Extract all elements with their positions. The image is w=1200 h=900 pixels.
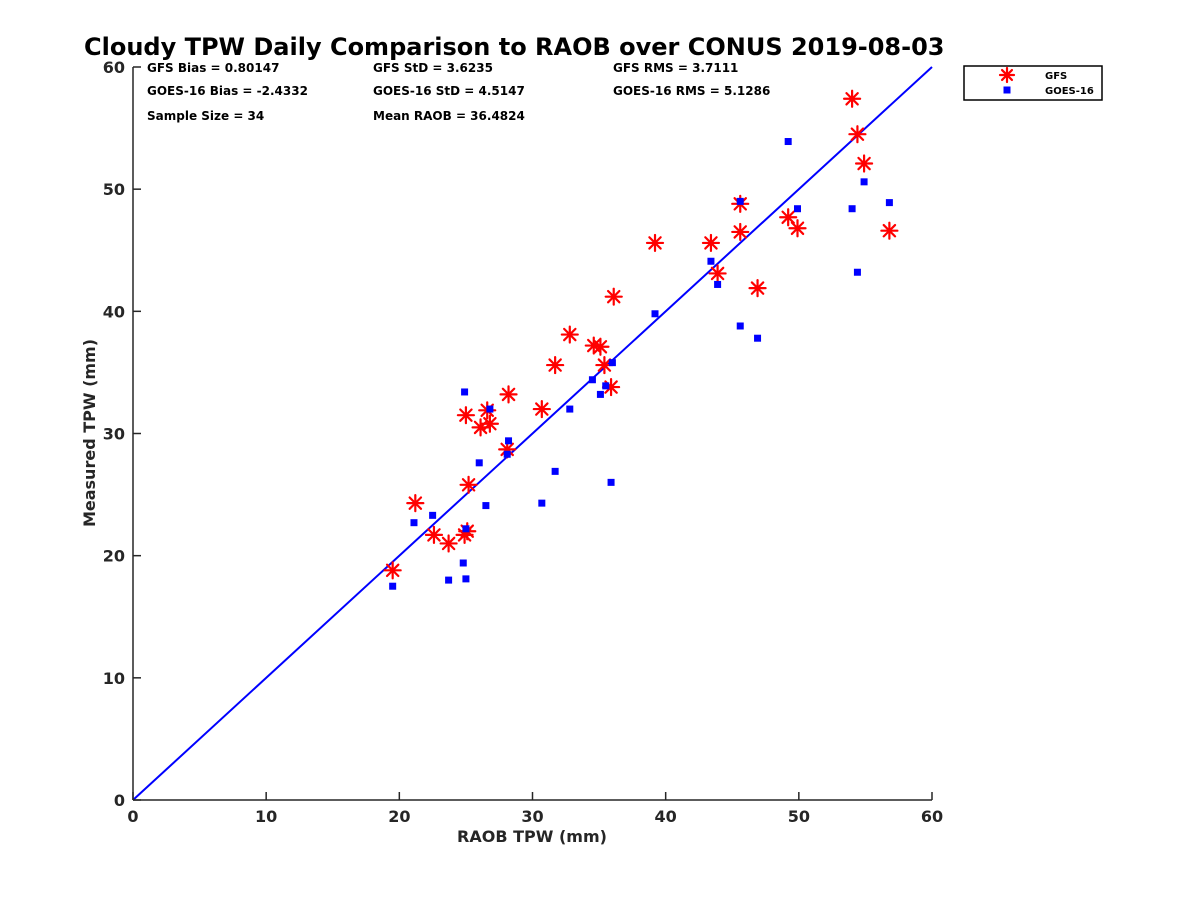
goes-16-point [475, 459, 483, 467]
gfs-point [708, 264, 727, 283]
gfs-point [748, 279, 767, 298]
x-tick-label: 30 [521, 807, 543, 826]
y-tick-label: 40 [103, 302, 125, 321]
gfs-point [439, 534, 458, 553]
goes-16-point [885, 199, 893, 207]
y-tick-label: 20 [103, 547, 125, 566]
goes-16-point [714, 280, 722, 288]
goes-16-point [707, 257, 715, 265]
chart-title: Cloudy TPW Daily Comparison to RAOB over… [84, 33, 944, 61]
x-tick-label: 60 [921, 807, 943, 826]
goes-16-point [429, 511, 437, 519]
goes-16-point [784, 138, 792, 146]
goes-16-point [445, 576, 453, 584]
goes-16-point [486, 405, 494, 413]
y-tick-label: 0 [114, 791, 125, 810]
gfs-point [848, 125, 867, 144]
gfs-point [383, 561, 402, 580]
y-tick-label: 30 [103, 425, 125, 444]
y-axis-label: Measured TPW (mm) [80, 339, 99, 527]
goes-16-point [505, 437, 513, 445]
gfs-point [406, 494, 425, 513]
goes-16-point [848, 205, 856, 213]
goes-16-point [566, 405, 574, 413]
goes-16-point [651, 310, 659, 318]
axes: 0 10 20 30 40 50 60 0 10 20 30 40 50 60 [103, 58, 943, 826]
y-tick-label: 10 [103, 669, 125, 688]
goes-16-point [860, 178, 868, 186]
legend-gfs-asterisk [998, 66, 1016, 84]
plot-area [132, 66, 933, 801]
x-tick-label: 40 [655, 807, 677, 826]
gfs-point [604, 287, 623, 306]
sample-size-text: Sample Size = 34 [147, 109, 264, 123]
y-axis-ticks: 0 10 20 30 40 50 60 [103, 58, 141, 810]
reference-line-y-equals-x [132, 66, 933, 801]
x-tick-label: 0 [127, 807, 138, 826]
gfs-point [701, 233, 721, 253]
goes-bias-text: GOES-16 Bias = -2.4332 [147, 84, 308, 98]
y-tick-label: 50 [103, 180, 125, 199]
gfs-point [854, 154, 874, 173]
x-axis-ticks: 0 10 20 30 40 50 60 [127, 792, 943, 826]
legend-gfs-label: GFS [1045, 71, 1067, 82]
series-goes-16 [389, 138, 893, 590]
legend-goes-square [1003, 86, 1011, 94]
legend-goes-marker [1003, 86, 1011, 94]
mean-raob-text: Mean RAOB = 36.4824 [373, 109, 525, 123]
gfs-point [480, 414, 499, 433]
legend: GFS GOES-16 [963, 65, 1103, 101]
gfs-std-text: GFS StD = 3.6235 [373, 61, 493, 75]
gfs-point [731, 222, 750, 242]
goes-16-point [853, 268, 861, 276]
gfs-point [424, 525, 444, 544]
y-tick-label: 60 [103, 58, 125, 77]
goes-16-point [794, 205, 802, 213]
goes-16-point [551, 467, 559, 475]
goes-16-point [459, 559, 467, 567]
gfs-point [459, 475, 478, 494]
gfs-rms-text: GFS RMS = 3.7111 [613, 61, 738, 75]
goes-16-point [608, 359, 616, 367]
goes-16-point [410, 519, 418, 527]
goes-16-point [607, 478, 615, 486]
gfs-point [456, 406, 476, 425]
goes-16-point [389, 582, 397, 590]
goes-16-point [462, 575, 470, 583]
goes-rms-text: GOES-16 RMS = 5.1286 [613, 84, 770, 98]
gfs-point [880, 221, 899, 240]
goes-16-point [736, 322, 744, 330]
gfs-point [499, 385, 518, 404]
legend-gfs-marker [998, 66, 1016, 84]
gfs-point [560, 325, 579, 344]
statistics-annotations: GFS Bias = 0.80147 GFS StD = 3.6235 GFS … [147, 61, 770, 123]
goes-16-point [596, 390, 604, 398]
gfs-point [842, 89, 862, 108]
goes-16-point [538, 499, 546, 507]
gfs-point [591, 337, 610, 356]
goes-std-text: GOES-16 StD = 4.5147 [373, 84, 525, 98]
goes-16-point [736, 197, 744, 205]
legend-goes-label: GOES-16 [1045, 86, 1094, 97]
goes-16-point [482, 502, 490, 510]
gfs-point [788, 219, 807, 238]
gfs-point [546, 355, 565, 375]
goes-16-point [602, 382, 610, 390]
gfs-point [532, 399, 551, 419]
goes-16-point [462, 525, 470, 533]
x-tick-label: 50 [788, 807, 810, 826]
gfs-point [779, 208, 798, 227]
goes-16-point [503, 450, 511, 458]
x-tick-label: 20 [388, 807, 410, 826]
goes-16-point [461, 388, 469, 396]
x-tick-label: 10 [255, 807, 277, 826]
legend-box [963, 65, 1103, 101]
goes-16-point [754, 334, 762, 342]
gfs-point [645, 233, 665, 253]
gfs-bias-text: GFS Bias = 0.80147 [147, 61, 279, 75]
series-gfs [383, 89, 899, 580]
x-axis-label: RAOB TPW (mm) [457, 827, 607, 846]
goes-16-point [588, 376, 596, 384]
